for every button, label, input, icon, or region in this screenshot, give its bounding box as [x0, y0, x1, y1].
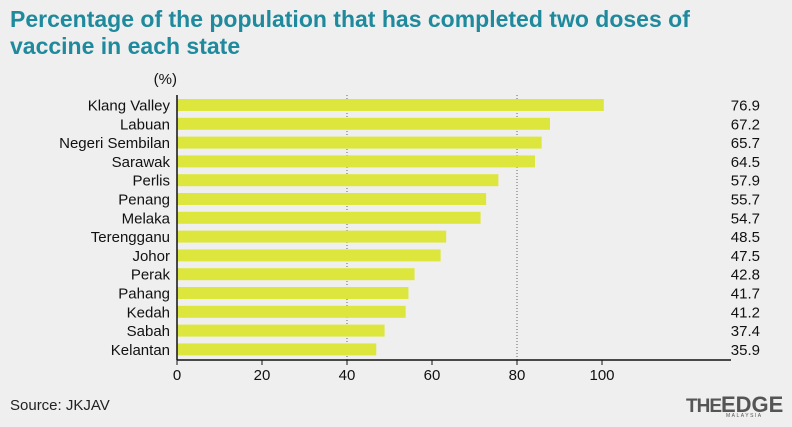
- category-label: Kedah: [127, 304, 170, 321]
- x-tick-label: 0: [173, 367, 181, 384]
- value-label: 42.8: [731, 267, 760, 284]
- value-label: 37.4: [731, 323, 760, 340]
- category-label: Johor: [132, 248, 170, 265]
- value-label: 35.9: [731, 342, 760, 359]
- value-label: 76.9: [731, 98, 760, 115]
- bar-labuan: [177, 117, 550, 130]
- value-label: 67.2: [731, 116, 760, 133]
- value-label: 41.2: [731, 304, 760, 321]
- value-label: 64.5: [731, 154, 760, 171]
- category-label: Perak: [131, 267, 171, 284]
- x-tick-label: 60: [424, 367, 441, 384]
- bar-klang-valley: [177, 99, 604, 111]
- x-tick-label: 40: [339, 367, 356, 384]
- category-label: Kelantan: [111, 342, 170, 359]
- value-label: 65.7: [731, 135, 760, 152]
- value-label: 55.7: [731, 192, 760, 209]
- bar-penang: [177, 193, 487, 205]
- value-label: 48.5: [731, 229, 760, 246]
- source-note: Source: JKJAV: [10, 397, 110, 414]
- category-label: Negeri Sembilan: [59, 135, 170, 152]
- category-label: Sabah: [127, 323, 170, 340]
- bar-pahang: [177, 287, 409, 299]
- category-label: Melaka: [122, 210, 171, 227]
- bar-melaka: [177, 211, 481, 224]
- bar-terengganu: [177, 230, 447, 243]
- category-label: Sarawak: [112, 154, 171, 171]
- x-tick-label: 20: [254, 367, 271, 384]
- y-axis-unit-label: (%): [154, 71, 177, 88]
- bar-johor: [177, 249, 441, 262]
- bar-kedah: [177, 305, 406, 318]
- bar-perak: [177, 268, 415, 281]
- category-label: Penang: [118, 192, 170, 209]
- category-label: Labuan: [120, 116, 170, 133]
- value-label: 47.5: [731, 248, 760, 265]
- category-label: Klang Valley: [88, 98, 171, 115]
- category-label: Terengganu: [91, 229, 170, 246]
- bar-kelantan: [177, 343, 377, 356]
- bar-sabah: [177, 324, 385, 337]
- bar-negeri-sembilan: [177, 136, 542, 149]
- value-label: 54.7: [731, 210, 760, 227]
- category-label: Perlis: [132, 173, 170, 190]
- category-label: Pahang: [118, 286, 170, 303]
- x-tick-label: 80: [509, 367, 526, 384]
- value-label: 41.7: [731, 286, 760, 303]
- the-edge-logo: THEEDGE MALAYSIA: [686, 392, 784, 419]
- value-label: 57.9: [731, 173, 760, 190]
- chart-title: Percentage of the population that has co…: [10, 6, 690, 59]
- x-tick-label: 100: [589, 367, 614, 384]
- bar-perlis: [177, 174, 499, 187]
- bar-sarawak: [177, 155, 535, 168]
